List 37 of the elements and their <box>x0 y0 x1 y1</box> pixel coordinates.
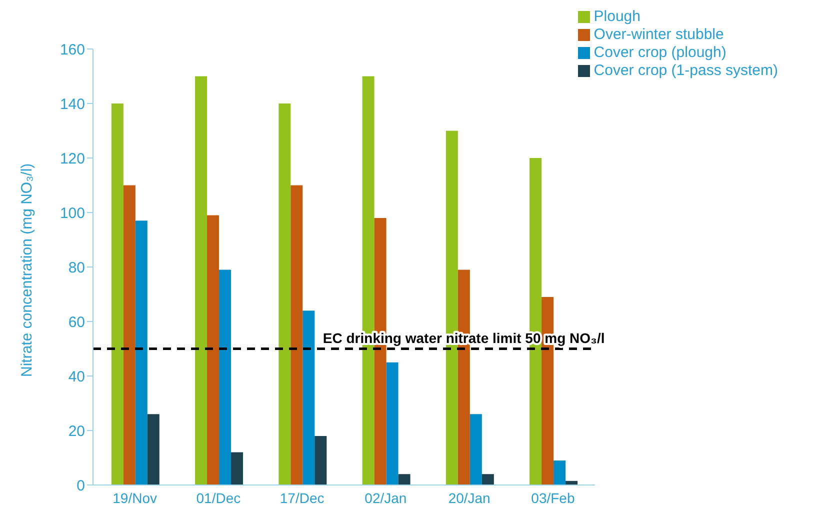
bar <box>231 452 244 485</box>
y-tick-label: 120 <box>60 150 85 168</box>
legend-label: Over-winter stubble <box>594 26 724 43</box>
y-tick-label: 20 <box>68 422 85 440</box>
y-tick-label: 160 <box>60 41 85 58</box>
bar <box>386 362 398 485</box>
x-tick-label: 01/Dec <box>196 490 241 506</box>
bar <box>482 474 494 485</box>
x-tick-label: 17/Dec <box>280 490 324 506</box>
bar <box>554 460 566 485</box>
bar <box>398 474 410 485</box>
bar <box>278 104 291 485</box>
bar <box>302 310 315 485</box>
x-tick-label: 19/Nov <box>112 490 157 506</box>
x-tick-label: 02/Jan <box>364 490 407 506</box>
bar <box>219 270 232 485</box>
y-tick-label: 140 <box>60 96 85 113</box>
x-tick-label: 20/Jan <box>448 490 490 506</box>
bar <box>123 185 136 485</box>
y-tick-label: 40 <box>68 368 85 386</box>
y-tick-label: 80 <box>68 259 85 276</box>
bar <box>207 215 220 485</box>
x-tick-label: 03/Feb <box>531 490 575 506</box>
bar <box>111 104 124 485</box>
y-tick-label: 100 <box>60 204 85 222</box>
legend-label: Cover crop (1-pass system) <box>594 62 778 79</box>
y-axis-title: Nitrate concentration (mg NO₃/l) <box>18 163 36 377</box>
bar <box>195 76 208 485</box>
legend-label: Plough <box>594 8 640 25</box>
bar <box>147 414 160 485</box>
bar <box>470 414 482 485</box>
y-tick-label: 60 <box>68 314 85 331</box>
y-tick-label: 0 <box>76 477 85 494</box>
bar <box>135 220 148 485</box>
bar <box>314 436 327 485</box>
legend-label: Cover crop (plough) <box>594 44 726 61</box>
bar <box>290 185 303 485</box>
